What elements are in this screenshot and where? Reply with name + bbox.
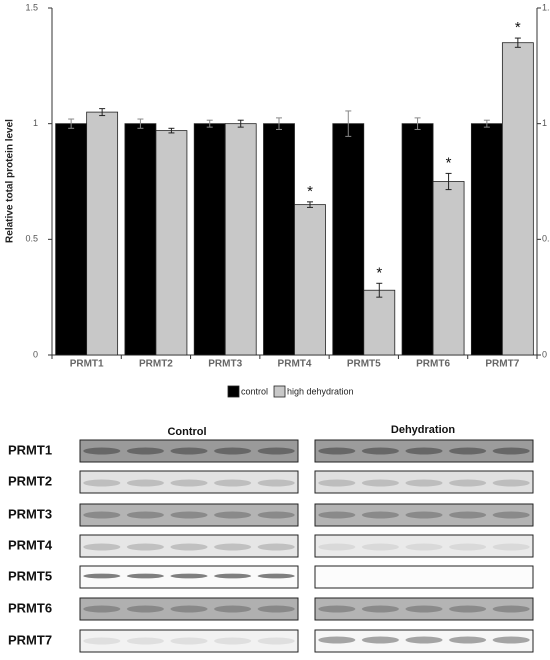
blot-bands (315, 446, 533, 456)
bar (332, 123, 365, 356)
blot-bands (80, 478, 298, 488)
error-bar (68, 118, 75, 129)
y-tick-label: 1 (33, 118, 38, 128)
y2-tick-label: 1 (542, 118, 547, 128)
blot-panels (79, 439, 534, 653)
blot-bands (80, 446, 298, 456)
x-tick-label: PRMT2 (139, 359, 173, 370)
bar (432, 181, 465, 356)
legend-label: control (241, 386, 268, 396)
blot-row-label: PRMT7 (8, 632, 52, 647)
error-bar (206, 119, 213, 128)
significance-mark: * (446, 154, 452, 171)
bar (193, 123, 226, 356)
bar (501, 42, 534, 356)
y2-tick-label: 0.5 (542, 234, 550, 244)
significance-mark: * (376, 264, 382, 281)
bar (155, 130, 188, 356)
blot-bands (80, 572, 298, 580)
blot-column-header: Dehydration (391, 424, 455, 436)
error-bar (376, 282, 383, 298)
bar (294, 204, 326, 356)
y-axis-label: Relative total protein level (5, 119, 16, 243)
y2-tick-label: 0 (542, 349, 547, 359)
significance-mark: * (515, 19, 521, 36)
error-bar (137, 118, 144, 129)
bar (55, 123, 88, 356)
blot-row-label: PRMT3 (8, 506, 52, 521)
blot: Control Dehydration PRMT1 PRMT2 PRMT3 PR… (8, 424, 534, 653)
blot-row-label: PRMT1 (8, 442, 52, 457)
error-bar (514, 37, 521, 48)
blot-bands (80, 604, 298, 614)
x-tick-label: PRMT1 (70, 359, 104, 370)
x-tick-label: PRMT3 (208, 359, 242, 370)
bar (124, 123, 157, 356)
error-bar (99, 108, 106, 117)
blot-bands (315, 604, 533, 614)
bar (263, 123, 295, 356)
blot-bands (80, 542, 298, 552)
blot-row-label: PRMT6 (8, 600, 52, 615)
blot-bands (315, 510, 533, 520)
blot-bands (315, 635, 533, 645)
x-tick-label: PRMT6 (416, 359, 450, 370)
legend-swatch (227, 385, 240, 398)
blot-panel (314, 565, 534, 589)
blot-bands (315, 478, 533, 488)
error-bar (276, 117, 282, 130)
error-bar (445, 172, 452, 191)
error-bar (307, 201, 313, 208)
bar (363, 289, 396, 356)
significance-mark: * (307, 183, 313, 200)
y2-tick-label: 1.5 (542, 2, 550, 12)
y-tick-label: 0.5 (25, 234, 38, 244)
legend-label: high dehydration (287, 386, 354, 396)
y-tick-label: 1.5 (25, 2, 38, 12)
bar (86, 111, 119, 356)
bar (470, 123, 503, 356)
bar (224, 123, 257, 356)
y-tick-label: 0 (33, 349, 38, 359)
blot-bands (80, 510, 298, 520)
blot-bands (80, 636, 298, 646)
legend-swatch (273, 385, 286, 398)
error-bar (237, 119, 244, 128)
blot-row-label: PRMT5 (8, 568, 52, 583)
error-bar (483, 119, 490, 128)
x-tick-label: PRMT5 (347, 359, 381, 370)
blot-bands (315, 542, 533, 552)
blot-row-label: PRMT2 (8, 473, 52, 488)
x-tick-label: PRMT7 (485, 359, 519, 370)
error-bar (414, 117, 421, 130)
error-bar (168, 127, 175, 134)
error-bar (345, 110, 352, 137)
bar (401, 123, 434, 356)
blot-column-header: Control (167, 426, 206, 438)
x-tick-label: PRMT4 (278, 359, 312, 370)
blot-row-labels: PRMT1 PRMT2 PRMT3 PRMT4 PRMT5 PRMT6 PRMT… (8, 442, 53, 647)
blot-row-label: PRMT4 (8, 537, 53, 552)
